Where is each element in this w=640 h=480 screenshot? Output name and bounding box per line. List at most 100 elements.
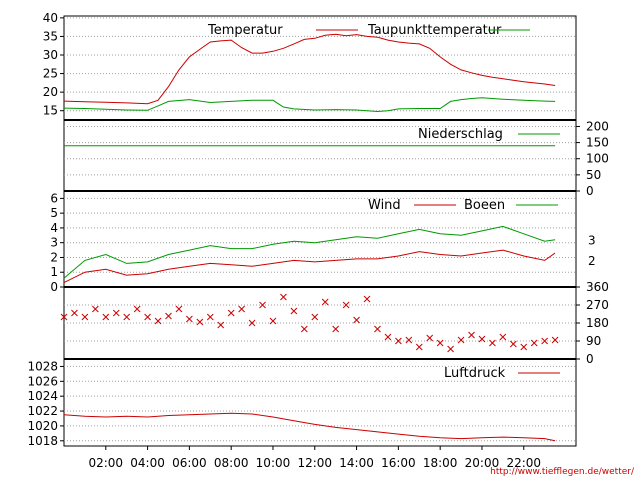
y-tick-label: 1018 <box>27 434 58 448</box>
legend-label: Taupunkttemperatur <box>367 23 502 38</box>
wind-direction-point <box>280 293 287 301</box>
source-url[interactable]: http://www.tiefflegen.de/wetter/ <box>490 467 635 477</box>
y-tick-label: 1020 <box>27 419 58 433</box>
wind-direction-point <box>238 305 245 313</box>
y-tick-label: 25 <box>43 67 58 81</box>
wind-direction-point <box>102 313 110 321</box>
wind-direction-point <box>290 307 298 315</box>
wind-direction-point <box>426 334 434 342</box>
wind-direction-point <box>154 317 162 325</box>
wind-direction-point <box>133 305 141 313</box>
y-tick-label: 50 <box>586 168 601 182</box>
wind-direction-point <box>311 313 319 321</box>
y-tick-label: 1028 <box>27 359 58 373</box>
legend-label: Boeen <box>464 198 505 213</box>
y-tick-label: 0 <box>586 184 594 198</box>
wind-direction-point <box>447 345 454 353</box>
x-tick-label: 04:00 <box>130 456 165 470</box>
y-tick-label-right: 3 <box>588 233 596 247</box>
wind-direction-point <box>196 318 204 326</box>
y-tick-label: 180 <box>586 316 609 330</box>
legend-label: Temperatur <box>207 23 283 38</box>
y-tick-label: 200 <box>586 119 609 133</box>
wind-direction-point <box>206 313 214 321</box>
wind-direction-point <box>499 333 507 341</box>
wind-direction-point <box>353 316 360 324</box>
wind-direction-point <box>551 336 559 344</box>
x-tick-label: 16:00 <box>381 456 416 470</box>
y-tick-label: 90 <box>586 334 601 348</box>
x-tick-label: 20:00 <box>465 456 500 470</box>
x-tick-label: 18:00 <box>423 456 458 470</box>
wind-direction-point <box>509 340 517 348</box>
wind-direction-point <box>457 336 465 344</box>
wind-direction-point <box>91 305 99 313</box>
wind-direction-point <box>60 313 68 321</box>
wind-direction-point <box>530 339 538 347</box>
x-tick-label: 08:00 <box>214 456 249 470</box>
y-tick-label: 150 <box>586 136 609 150</box>
y-tick-label: 15 <box>43 104 58 118</box>
y-tick-label: 35 <box>43 29 58 43</box>
wind-direction-point <box>468 331 475 339</box>
legend-label: Luftdruck <box>444 366 506 381</box>
wind-direction-point <box>81 313 89 321</box>
wind-direction-point <box>436 339 444 347</box>
panel-temperature: 15 20 25 30 35 40 Temperatur Taupunkttemperatur <box>43 11 577 121</box>
y-tick-label-right: 2 <box>588 254 596 268</box>
y-tick-label: 1026 <box>27 374 58 388</box>
wind-direction-point <box>415 343 423 351</box>
x-tick-label: 12:00 <box>297 456 332 470</box>
y-tick-label: 4 <box>50 221 58 235</box>
y-tick-label: 270 <box>586 298 609 312</box>
y-tick-label: 0 <box>50 280 58 294</box>
wind-direction-point <box>520 343 528 351</box>
wind-direction-point <box>123 313 131 321</box>
series-luftdruck <box>63 412 556 442</box>
wind-direction-point <box>217 321 225 329</box>
y-tick-label: 0 <box>586 352 594 366</box>
wind-direction-point <box>395 337 402 345</box>
series-boeen <box>63 225 556 279</box>
wind-direction-point <box>332 325 340 333</box>
wind-direction-point <box>384 333 392 341</box>
y-tick-label: 40 <box>43 11 58 25</box>
y-tick-label: 30 <box>43 48 58 62</box>
series-temperatur <box>63 33 556 105</box>
x-tick-label: 02:00 <box>88 456 123 470</box>
wind-direction-point <box>374 325 381 333</box>
x-axis: 02:00 04:00 06:00 08:00 10:00 12:00 14:00 16:00… <box>88 446 541 470</box>
wind-direction-point <box>186 315 193 323</box>
y-tick-label: 1 <box>50 265 58 279</box>
wind-direction-point <box>144 313 151 321</box>
wind-direction-point <box>541 337 549 345</box>
series-wind <box>63 249 556 284</box>
wind-direction-point <box>165 312 172 320</box>
y-tick-label: 3 <box>50 236 58 250</box>
wind-direction-point <box>248 319 256 327</box>
y-tick-label: 20 <box>43 85 58 99</box>
wind-direction-point <box>478 335 486 343</box>
panel-wind_direction: 0 90 180 270 360 <box>60 280 609 366</box>
legend-label: Wind <box>368 198 401 213</box>
y-tick-label: 1022 <box>27 404 58 418</box>
wind-direction-point <box>71 309 78 317</box>
y-tick-label: 2 <box>50 250 58 264</box>
wind-direction-point <box>259 301 266 309</box>
panel-precipitation: 0 50 100 150 200 Niederschlag <box>63 119 609 198</box>
series-taupunkttemperatur <box>63 97 556 113</box>
y-tick-label: 6 <box>50 191 58 205</box>
x-tick-label: 22:00 <box>506 456 541 470</box>
wind-direction-point <box>300 325 308 333</box>
wind-direction-point <box>342 301 350 309</box>
wind-direction-point <box>227 309 235 317</box>
wind-direction-point <box>405 336 413 344</box>
wind-direction-point <box>175 305 183 313</box>
x-tick-label: 06:00 <box>172 456 207 470</box>
wind-direction-point <box>321 298 329 306</box>
x-tick-label: 10:00 <box>256 456 291 470</box>
